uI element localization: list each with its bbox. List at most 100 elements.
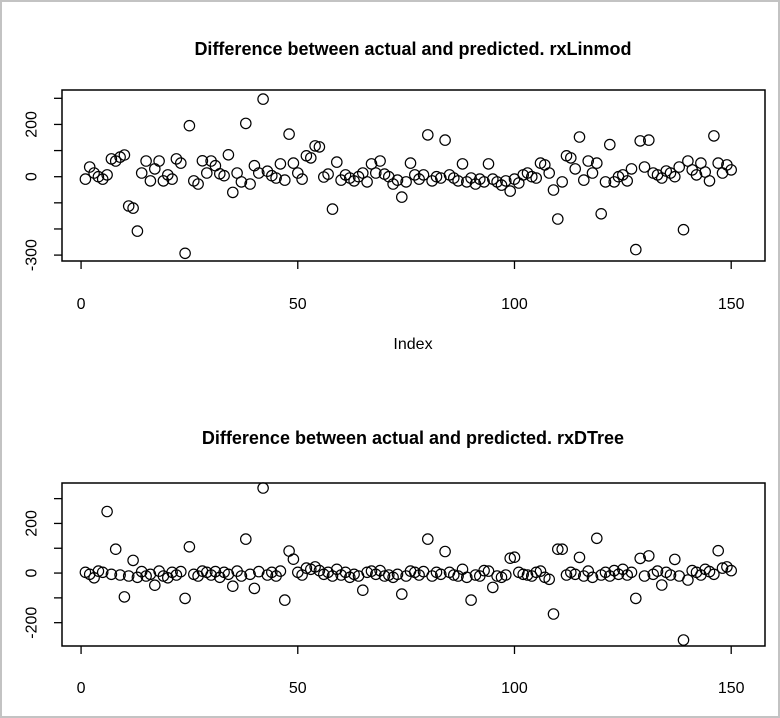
data-point xyxy=(712,157,724,169)
data-point xyxy=(512,177,525,189)
y-tick-label: 0 xyxy=(24,569,41,578)
x-tick-label: 50 xyxy=(289,680,307,697)
plot1-points xyxy=(79,93,737,260)
data-point xyxy=(586,571,599,584)
plot-box xyxy=(61,89,766,262)
data-point xyxy=(543,573,555,586)
data-point xyxy=(105,568,118,581)
y-tick-label: -200 xyxy=(24,607,41,639)
data-point xyxy=(547,184,560,196)
data-point xyxy=(551,543,564,555)
data-point xyxy=(348,175,360,187)
data-point xyxy=(244,178,256,190)
data-point xyxy=(703,175,716,187)
data-point xyxy=(668,170,681,183)
data-point xyxy=(257,482,269,494)
data-point xyxy=(244,568,256,581)
data-point xyxy=(114,569,126,581)
data-point xyxy=(235,570,248,582)
data-point xyxy=(278,174,291,186)
data-point xyxy=(330,156,343,168)
data-point xyxy=(365,158,378,170)
data-point xyxy=(131,225,144,237)
data-point xyxy=(634,135,646,147)
data-point xyxy=(404,157,417,169)
data-point xyxy=(495,179,508,191)
plot2-axes: 0 50 100 150 200 0 -200 xyxy=(24,482,766,697)
data-point xyxy=(118,149,131,161)
data-point xyxy=(586,167,599,179)
data-point xyxy=(183,119,196,132)
data-point xyxy=(725,564,737,577)
data-point xyxy=(135,565,148,578)
plot1-xaxis-title: Index xyxy=(393,336,432,353)
data-point xyxy=(400,176,412,188)
data-point xyxy=(274,158,287,170)
data-point xyxy=(369,568,382,581)
data-point xyxy=(543,167,555,179)
data-point xyxy=(149,579,161,591)
data-point xyxy=(395,588,408,600)
data-point xyxy=(222,149,235,161)
data-point xyxy=(673,161,685,173)
data-point xyxy=(595,208,607,220)
data-point xyxy=(530,172,542,184)
data-point xyxy=(153,155,165,167)
data-point xyxy=(361,176,373,188)
data-point xyxy=(322,168,334,180)
y-tick-label: 200 xyxy=(24,111,41,138)
data-point xyxy=(599,566,612,579)
data-point xyxy=(603,138,616,151)
scatter-plot-rxdtree: Difference between actual and predicted.… xyxy=(24,428,766,697)
data-point xyxy=(716,562,729,574)
data-point xyxy=(313,141,326,153)
data-point xyxy=(378,570,391,582)
data-point xyxy=(478,564,490,577)
x-tick-label: 100 xyxy=(501,296,528,313)
data-point xyxy=(88,167,100,179)
data-point xyxy=(157,175,170,187)
data-point xyxy=(625,566,638,579)
data-point xyxy=(629,592,642,605)
data-point xyxy=(642,134,655,146)
data-point xyxy=(183,541,196,553)
data-point xyxy=(482,158,495,170)
y-tick-label: 0 xyxy=(24,172,41,181)
data-point xyxy=(395,191,408,203)
data-point xyxy=(391,174,404,186)
data-point xyxy=(356,584,369,596)
data-point xyxy=(508,551,521,563)
data-point xyxy=(96,566,109,579)
data-point xyxy=(616,169,629,181)
data-point xyxy=(439,545,451,558)
data-point xyxy=(374,155,386,167)
data-point xyxy=(287,157,300,169)
data-point xyxy=(196,155,209,167)
data-point xyxy=(668,553,681,566)
plot-box xyxy=(61,482,766,647)
data-point xyxy=(201,167,213,179)
data-point xyxy=(551,213,564,225)
data-point xyxy=(127,554,139,567)
data-point xyxy=(582,155,594,167)
x-tick-label: 150 xyxy=(718,296,745,313)
data-point xyxy=(426,175,438,187)
data-point xyxy=(227,186,239,199)
data-point xyxy=(413,173,425,185)
data-point xyxy=(590,157,603,169)
data-point xyxy=(122,570,135,582)
x-tick-label: 0 xyxy=(77,680,86,697)
data-point xyxy=(179,247,191,260)
data-point xyxy=(417,169,430,181)
data-point xyxy=(278,594,291,606)
data-point xyxy=(447,569,460,581)
data-point xyxy=(434,568,447,581)
data-point xyxy=(525,170,538,183)
data-point xyxy=(235,176,248,188)
data-point xyxy=(456,158,469,170)
data-point xyxy=(227,580,239,592)
data-point xyxy=(682,574,694,586)
data-point xyxy=(270,172,282,184)
data-point xyxy=(96,173,109,185)
data-point xyxy=(452,175,464,187)
